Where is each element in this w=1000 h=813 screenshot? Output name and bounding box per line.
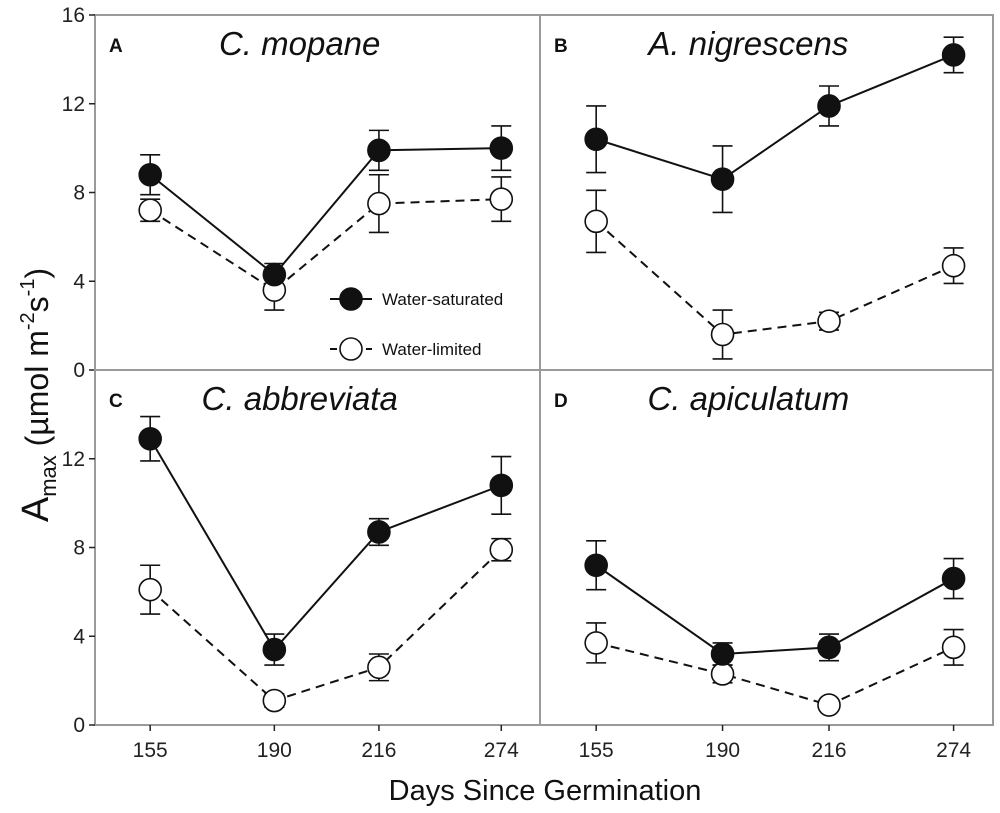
x-tick-label: 216 bbox=[811, 739, 846, 762]
water-limited-line bbox=[149, 548, 502, 702]
data-point-water-saturated bbox=[817, 635, 841, 660]
data-point-water-limited bbox=[941, 635, 966, 660]
data-point-water-limited bbox=[489, 187, 514, 211]
panel-frame bbox=[94, 14, 541, 371]
panel-c: C C. abbreviata 0 4 8 12 155 190 216 274 bbox=[62, 369, 541, 762]
data-point-water-saturated bbox=[138, 162, 162, 187]
panel-frame bbox=[94, 369, 541, 726]
y-tick-label: 0 bbox=[73, 359, 85, 382]
y-tick-label: 12 bbox=[62, 93, 85, 116]
water-saturated-line bbox=[149, 147, 502, 276]
water-saturated-line bbox=[595, 54, 954, 181]
data-point-water-limited bbox=[817, 309, 841, 333]
data-point-water-limited bbox=[262, 688, 287, 713]
legend-label: Water-limited bbox=[382, 340, 482, 359]
panel-letter: A bbox=[109, 36, 123, 57]
panel-title: C. apiculatum bbox=[647, 380, 849, 417]
x-tick-label: 190 bbox=[705, 739, 740, 762]
water-saturated-line bbox=[595, 564, 955, 656]
x-tick-label: 274 bbox=[936, 739, 971, 762]
panel-b: B A. nigrescens bbox=[539, 14, 994, 371]
panel-a: A C. mopane 0 4 8 12 16 Water-saturated Water-li… bbox=[62, 4, 541, 382]
panel-letter: B bbox=[554, 36, 568, 57]
data-point-water-limited bbox=[710, 662, 735, 686]
y-tick-label: 12 bbox=[62, 448, 85, 471]
data-point-water-limited bbox=[710, 322, 735, 347]
data-point-water-limited bbox=[584, 209, 608, 234]
water-limited-line bbox=[149, 198, 502, 292]
y-tick-label: 8 bbox=[73, 537, 85, 560]
data-point-water-saturated bbox=[262, 637, 287, 662]
water-saturated-line bbox=[149, 438, 502, 652]
data-point-water-saturated bbox=[367, 520, 391, 544]
x-axis-title: Days Since Germination bbox=[389, 775, 702, 807]
y-tick-label: 0 bbox=[73, 714, 85, 737]
data-point-water-saturated bbox=[710, 642, 735, 666]
data-point-water-limited bbox=[489, 537, 514, 562]
data-point-water-limited bbox=[138, 577, 162, 602]
legend: Water-saturated Water-limited bbox=[330, 287, 503, 361]
x-tick-label: 155 bbox=[579, 739, 614, 762]
x-tick-label: 216 bbox=[361, 739, 396, 762]
data-point-water-saturated bbox=[489, 473, 514, 498]
data-point-water-saturated bbox=[262, 262, 287, 287]
data-point-water-limited bbox=[367, 655, 391, 680]
x-tick-label: 190 bbox=[257, 739, 292, 762]
data-point-water-saturated bbox=[941, 43, 966, 67]
panel-frame bbox=[539, 14, 994, 371]
panel-frame bbox=[539, 369, 994, 726]
panel-title: A. nigrescens bbox=[646, 25, 848, 62]
y-axis-title: Amax (µmol m-2s-1) bbox=[15, 268, 61, 522]
panel-d: D C. apiculatum 155 190 216 274 bbox=[539, 369, 994, 762]
plot-area: A C. mopane 0 4 8 12 16 Water-saturated Water-li… bbox=[62, 4, 994, 762]
data-point-water-limited bbox=[367, 191, 391, 216]
data-point-water-saturated bbox=[817, 94, 841, 118]
legend-label: Water-saturated bbox=[382, 290, 503, 309]
data-point-water-saturated bbox=[138, 426, 162, 451]
legend-marker bbox=[339, 287, 363, 311]
x-tick-label: 155 bbox=[133, 739, 168, 762]
data-point-water-limited bbox=[941, 253, 966, 278]
y-tick-label: 4 bbox=[73, 625, 85, 648]
panel-title: C. abbreviata bbox=[202, 380, 398, 417]
data-point-water-limited bbox=[138, 198, 162, 223]
y-tick-label: 8 bbox=[73, 182, 85, 205]
y-tick-label: 4 bbox=[73, 270, 85, 293]
data-point-water-saturated bbox=[710, 167, 735, 191]
legend-marker bbox=[339, 337, 363, 361]
data-point-water-limited bbox=[584, 631, 608, 655]
panel-letter: C bbox=[109, 391, 123, 412]
panel-letter: D bbox=[554, 391, 568, 412]
water-limited-line bbox=[595, 641, 955, 707]
water-limited-line bbox=[595, 220, 954, 336]
data-point-water-saturated bbox=[584, 553, 608, 578]
data-point-water-saturated bbox=[941, 566, 966, 591]
data-point-water-saturated bbox=[367, 138, 391, 163]
y-tick-label: 16 bbox=[62, 4, 85, 27]
data-point-water-limited bbox=[817, 693, 841, 717]
panel-title: C. mopane bbox=[219, 25, 380, 62]
data-point-water-saturated bbox=[584, 127, 608, 152]
x-tick-label: 274 bbox=[484, 739, 519, 762]
data-point-water-saturated bbox=[489, 136, 514, 160]
